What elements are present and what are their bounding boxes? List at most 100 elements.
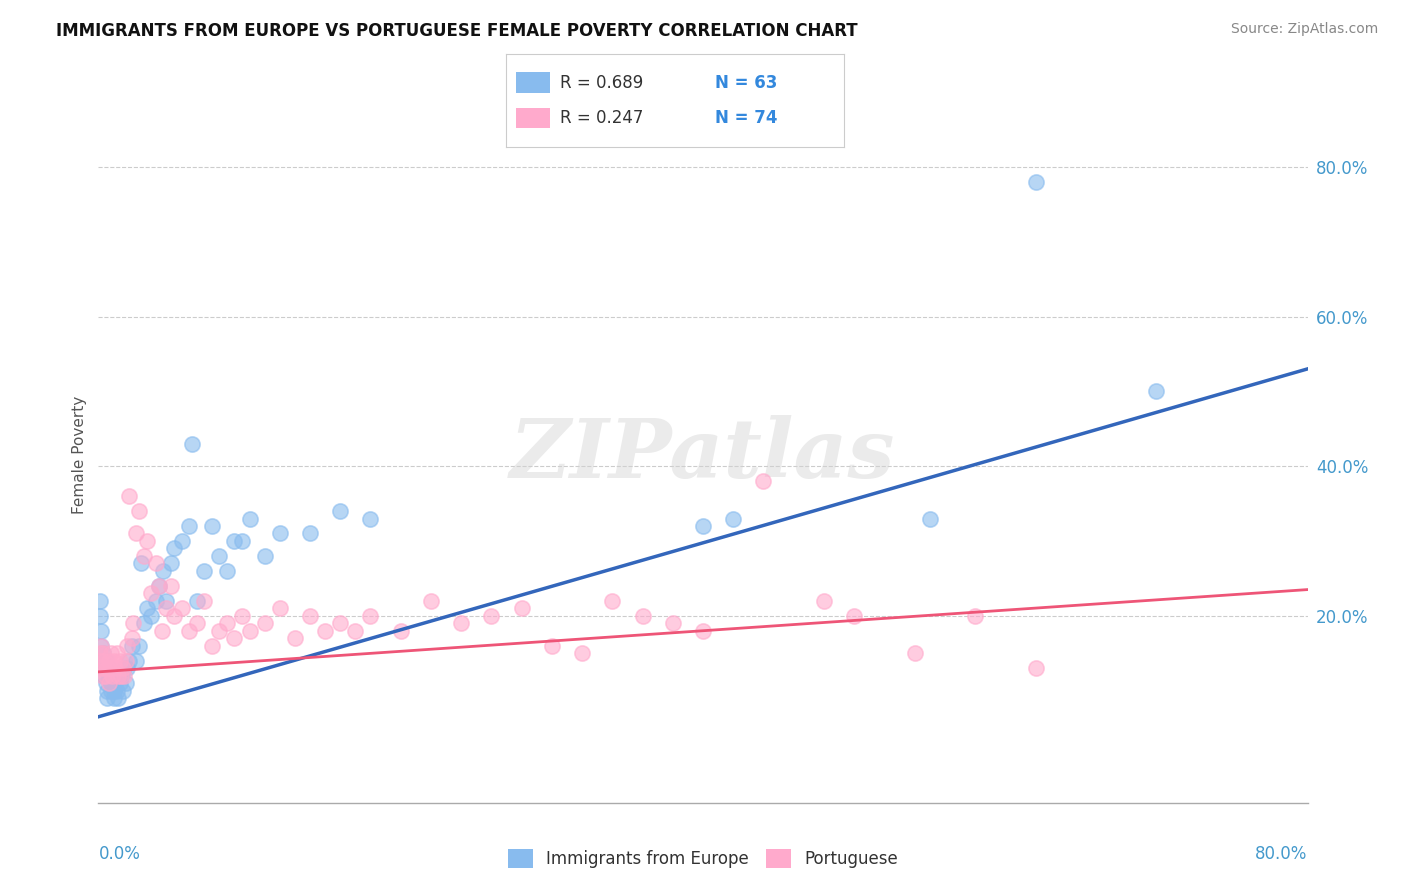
Point [299,608,322,623]
Point [107,668,129,682]
Point [540,639,562,653]
Point [104,661,127,675]
Point [155,594,177,608]
Point [91,646,114,660]
Point [163,541,186,556]
Point [160,557,183,571]
Point [253,549,276,563]
Point [602,594,624,608]
Point [141,608,163,623]
Point [132,549,155,563]
Point [128,504,150,518]
Point [91,668,114,682]
Text: IMMIGRANTS FROM EUROPE VS PORTUGUESE FEMALE POVERTY CORRELATION CHART: IMMIGRANTS FROM EUROPE VS PORTUGUESE FEM… [56,22,858,40]
Point [450,616,472,631]
Point [107,691,129,706]
Text: R = 0.247: R = 0.247 [560,109,644,128]
Point [111,661,134,675]
Point [118,489,141,503]
Point [132,616,155,631]
Text: N = 74: N = 74 [716,109,778,128]
Text: 80.0%: 80.0% [1256,845,1308,863]
Point [661,616,683,631]
Point [100,676,122,690]
Point [510,601,533,615]
Point [148,579,170,593]
Point [181,436,204,450]
Point [100,646,122,660]
Point [344,624,367,638]
Point [108,654,131,668]
Point [284,631,307,645]
Point [98,654,121,668]
Point [94,676,117,690]
Text: 0.0%: 0.0% [98,845,141,863]
Point [110,668,132,682]
Point [177,519,201,533]
Point [141,586,163,600]
Point [103,683,125,698]
Point [208,624,231,638]
Point [813,594,835,608]
Point [201,639,224,653]
Text: R = 0.689: R = 0.689 [560,73,644,92]
Point [215,616,238,631]
Point [193,594,215,608]
Point [1024,661,1046,675]
Point [329,504,352,518]
Point [844,608,866,623]
Point [96,661,118,675]
Point [110,668,132,682]
Point [360,608,382,623]
Point [105,646,128,660]
Point [239,511,262,525]
Point [91,646,114,660]
Point [631,608,654,623]
Point [98,668,121,682]
Point [389,624,412,638]
Point [208,549,231,563]
Point [118,654,141,668]
Point [419,594,441,608]
Point [93,661,115,675]
Point [692,519,714,533]
Point [89,646,111,660]
Point [231,533,253,548]
Point [112,661,135,675]
Point [360,511,382,525]
Point [111,683,134,698]
Y-axis label: Female Poverty: Female Poverty [72,396,87,514]
Point [98,676,121,690]
Point [90,639,112,653]
Point [145,557,167,571]
Point [115,639,138,653]
Point [170,533,193,548]
Point [918,511,941,525]
Point [93,654,115,668]
Point [329,616,352,631]
Point [103,691,125,706]
Text: N = 63: N = 63 [716,73,778,92]
Point [215,564,238,578]
Point [721,511,744,525]
Point [186,594,208,608]
Point [90,639,112,653]
Point [224,533,246,548]
Point [571,646,593,660]
Point [135,601,157,615]
Point [101,668,124,682]
Point [96,691,118,706]
Point [101,668,124,682]
Point [128,639,150,653]
Point [135,533,157,548]
Point [904,646,927,660]
Point [90,661,112,675]
Point [89,654,111,668]
Point [100,661,122,675]
Point [170,601,193,615]
Point [93,661,115,675]
Point [121,639,143,653]
Point [89,608,111,623]
Point [104,676,127,690]
Point [1144,384,1167,399]
